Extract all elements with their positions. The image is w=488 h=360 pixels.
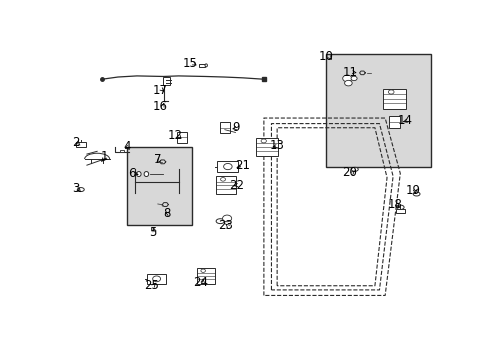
Ellipse shape xyxy=(144,172,148,176)
Text: 8: 8 xyxy=(163,207,170,220)
Bar xyxy=(120,150,123,152)
Ellipse shape xyxy=(136,172,141,176)
Text: 19: 19 xyxy=(405,184,420,197)
Ellipse shape xyxy=(204,64,207,67)
Text: 16: 16 xyxy=(153,100,167,113)
Bar xyxy=(220,122,229,133)
Bar xyxy=(216,176,235,194)
Circle shape xyxy=(350,76,356,81)
Text: 18: 18 xyxy=(386,198,401,211)
Circle shape xyxy=(342,75,351,82)
Ellipse shape xyxy=(216,219,224,224)
Bar xyxy=(177,132,187,143)
Text: 22: 22 xyxy=(228,179,243,192)
Bar xyxy=(199,64,204,67)
Bar xyxy=(196,268,215,284)
Bar xyxy=(326,54,430,167)
Bar xyxy=(163,77,169,85)
Ellipse shape xyxy=(77,188,84,192)
Text: 14: 14 xyxy=(397,114,412,127)
Text: 1: 1 xyxy=(101,150,108,163)
Bar xyxy=(127,147,191,225)
Text: 2: 2 xyxy=(72,136,79,149)
Text: 11: 11 xyxy=(342,66,357,78)
Text: 4: 4 xyxy=(123,140,131,153)
Bar xyxy=(388,116,400,129)
Ellipse shape xyxy=(387,90,393,94)
Text: 6: 6 xyxy=(128,167,136,180)
Ellipse shape xyxy=(201,269,205,273)
Bar xyxy=(383,89,405,109)
Text: 3: 3 xyxy=(72,182,79,195)
Ellipse shape xyxy=(152,276,160,282)
Text: 21: 21 xyxy=(234,159,249,172)
Bar xyxy=(146,274,166,284)
Ellipse shape xyxy=(220,177,225,181)
Text: 24: 24 xyxy=(193,276,208,289)
Ellipse shape xyxy=(261,139,266,143)
Text: 20: 20 xyxy=(342,166,357,179)
Text: 9: 9 xyxy=(232,121,240,134)
Ellipse shape xyxy=(223,163,232,170)
Text: 12: 12 xyxy=(168,129,183,142)
Text: 7: 7 xyxy=(154,153,161,166)
Text: 13: 13 xyxy=(269,139,284,152)
Ellipse shape xyxy=(412,192,419,196)
Text: 23: 23 xyxy=(218,219,233,232)
Bar xyxy=(76,142,85,147)
Ellipse shape xyxy=(396,205,403,210)
Text: 10: 10 xyxy=(318,50,333,63)
Text: 5: 5 xyxy=(149,226,156,239)
Text: 17: 17 xyxy=(153,84,167,97)
Bar xyxy=(256,138,277,157)
Text: 15: 15 xyxy=(182,57,197,69)
Text: 25: 25 xyxy=(143,279,159,292)
Ellipse shape xyxy=(351,167,358,171)
Circle shape xyxy=(222,215,231,222)
Bar xyxy=(395,209,404,213)
Bar xyxy=(217,161,238,172)
Circle shape xyxy=(344,80,351,86)
